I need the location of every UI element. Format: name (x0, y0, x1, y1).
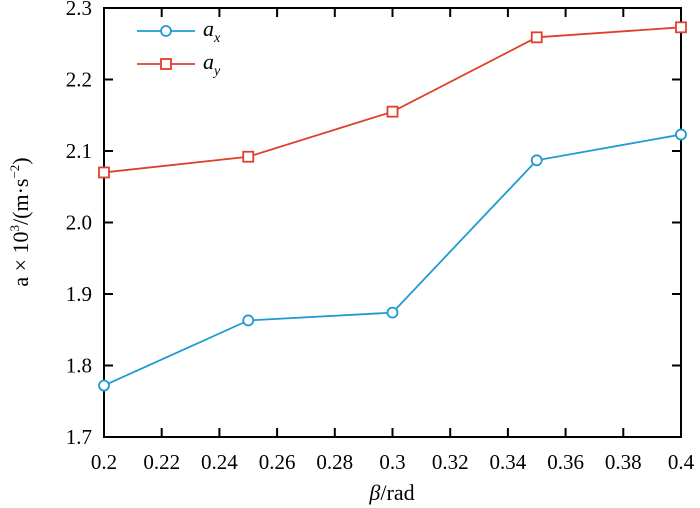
y-tick-label: 1.9 (66, 282, 92, 306)
y-axis-prefix: a × 10 (8, 231, 33, 286)
y-axis-exp1: 3 (7, 225, 22, 232)
legend-entry-ay-label: ay (203, 49, 221, 79)
series-ax-point (98, 379, 110, 392)
y-axis-unit-close: ) (8, 157, 33, 164)
series-ax-point (530, 154, 543, 167)
series-ay-point (98, 166, 110, 179)
x-tick-label: 0.22 (143, 450, 180, 474)
legend-entry-ay-marker (160, 58, 172, 70)
series-ax (98, 128, 687, 392)
x-axis-title: β/rad (368, 480, 414, 505)
x-tick-label: 0.24 (201, 450, 238, 474)
x-tick-label: 0.28 (316, 450, 353, 474)
legend-entry-ax-label-sub: x (213, 31, 221, 46)
y-tick-label: 2.1 (66, 139, 92, 163)
series-ax-point (242, 314, 255, 327)
legend-entry-ax-label-base: a (203, 16, 214, 41)
legend-entry-ax: ax (137, 16, 221, 46)
series-ay-point (386, 105, 399, 118)
x-tick-label: 0.32 (432, 450, 469, 474)
series-ay-point (242, 150, 255, 163)
x-tick-label: 0.36 (547, 450, 584, 474)
series-ax-point (675, 128, 687, 141)
y-axis-title: a × 103/(m·s−2) (7, 157, 33, 286)
series-layer (98, 21, 687, 392)
y-tick-label: 2.3 (66, 0, 92, 20)
x-tick-label: 0.38 (605, 450, 642, 474)
y-tick-label: 2.2 (66, 68, 92, 92)
series-ax-line (103, 133, 682, 387)
y-tick-label: 2.0 (66, 211, 92, 235)
x-tick-label: 0.2 (91, 450, 117, 474)
x-tick-label: 0.26 (259, 450, 296, 474)
legend-entry-ay-label-base: a (203, 49, 214, 74)
plot-area (103, 7, 682, 438)
series-ax-point (386, 306, 399, 319)
x-axis-unit: /rad (380, 480, 414, 505)
legend-entry-ax-label: ax (203, 16, 221, 46)
y-tick-label: 1.8 (66, 354, 92, 378)
series-ay (98, 21, 687, 179)
legend-entry-ay: ay (137, 49, 221, 79)
y-axis-unit-open: /(m·s (8, 179, 33, 225)
x-tick-label: 0.34 (490, 450, 527, 474)
y-axis-exp2: −2 (7, 165, 22, 179)
axis-ticks: 0.2 0.22 0.24 0.26 0.28 0.3 0.32 0.34 0.36 0.38 0.… (66, 0, 695, 474)
series-ay-point (530, 31, 543, 44)
x-axis-symbol: β (368, 480, 380, 505)
plot-frame (103, 7, 682, 438)
y-tick-label: 1.7 (66, 425, 92, 449)
x-tick-label: 0.3 (379, 450, 405, 474)
series-ay-point (675, 21, 687, 34)
legend-entry-ax-marker (160, 25, 172, 37)
x-tick-label: 0.4 (668, 450, 695, 474)
legend-entry-ay-label-sub: y (212, 64, 221, 79)
